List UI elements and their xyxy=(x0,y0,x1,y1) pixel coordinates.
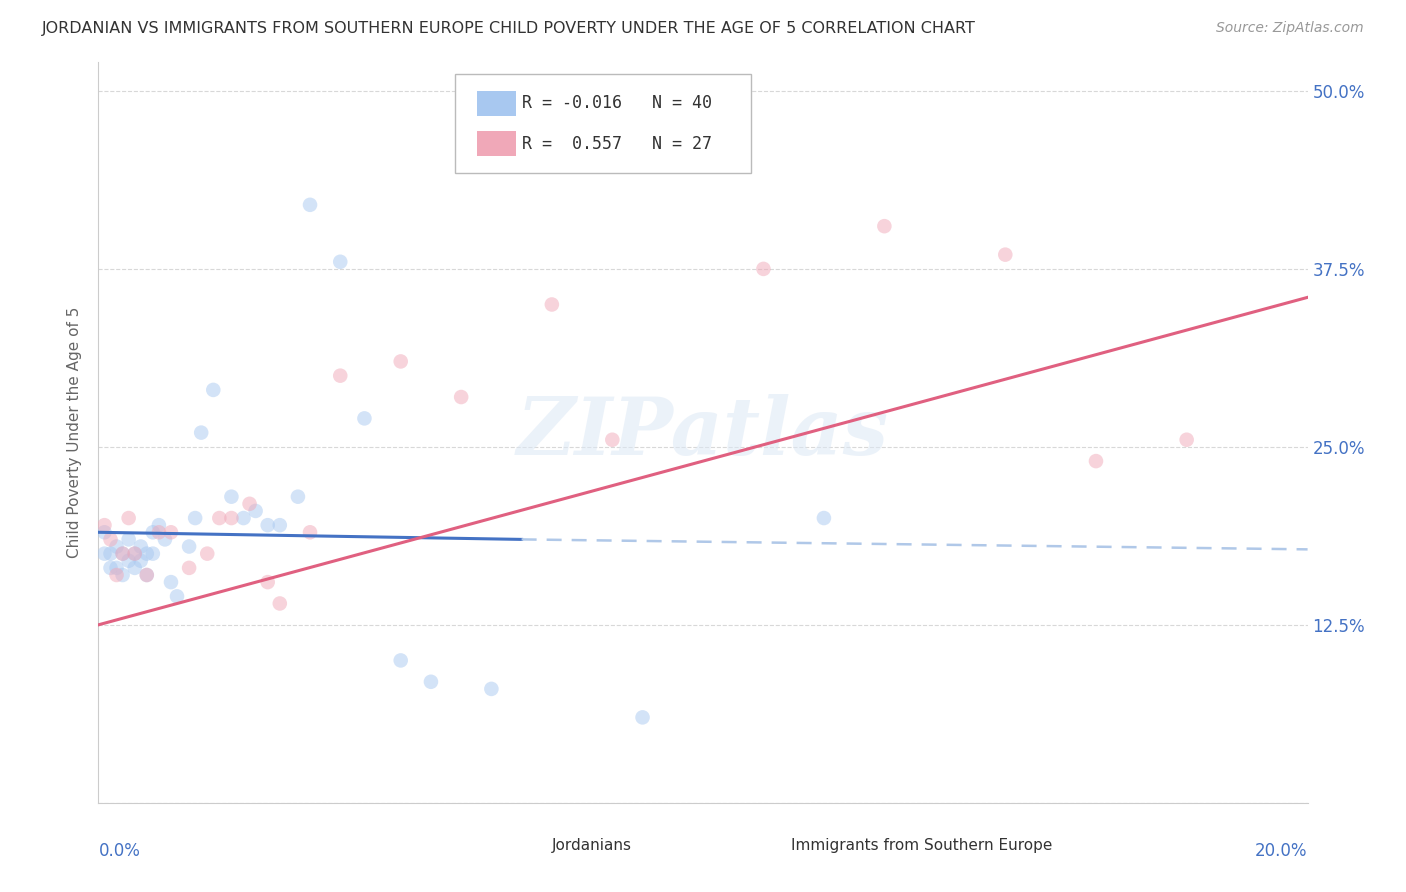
FancyBboxPatch shape xyxy=(477,91,516,116)
Point xyxy=(118,511,141,525)
Point xyxy=(93,547,115,561)
Point xyxy=(105,568,128,582)
Text: Source: ZipAtlas.com: Source: ZipAtlas.com xyxy=(1216,21,1364,35)
Text: R = -0.016   N = 40: R = -0.016 N = 40 xyxy=(522,95,711,112)
Point xyxy=(124,561,146,575)
Point xyxy=(160,525,183,540)
Point xyxy=(208,511,231,525)
Point xyxy=(450,390,472,404)
Point xyxy=(269,518,291,533)
Point xyxy=(93,518,115,533)
Point xyxy=(1085,454,1108,468)
Point xyxy=(256,518,278,533)
Point xyxy=(179,561,201,575)
Point xyxy=(540,297,562,311)
FancyBboxPatch shape xyxy=(516,826,547,845)
Point xyxy=(239,497,262,511)
Point xyxy=(105,540,128,554)
Y-axis label: Child Poverty Under the Age of 5: Child Poverty Under the Age of 5 xyxy=(67,307,83,558)
Point xyxy=(160,575,183,590)
Point xyxy=(148,525,170,540)
Point xyxy=(287,490,309,504)
Point xyxy=(142,547,165,561)
Point xyxy=(631,710,654,724)
Point xyxy=(111,547,134,561)
Point xyxy=(129,540,152,554)
FancyBboxPatch shape xyxy=(477,131,516,156)
Point xyxy=(420,674,443,689)
Point xyxy=(299,525,322,540)
Point xyxy=(221,511,243,525)
Point xyxy=(166,590,188,604)
Point xyxy=(135,568,157,582)
Point xyxy=(353,411,375,425)
Point xyxy=(389,653,412,667)
FancyBboxPatch shape xyxy=(456,73,751,173)
Point xyxy=(111,547,134,561)
Point xyxy=(602,433,624,447)
Point xyxy=(118,554,141,568)
Text: 0.0%: 0.0% xyxy=(98,842,141,860)
Text: Jordanians: Jordanians xyxy=(551,838,631,854)
Point xyxy=(389,354,412,368)
Point xyxy=(129,554,152,568)
Text: ZIPatlas: ZIPatlas xyxy=(517,394,889,471)
Point xyxy=(100,533,122,547)
FancyBboxPatch shape xyxy=(755,826,786,845)
Point xyxy=(179,540,201,554)
Point xyxy=(100,561,122,575)
Point xyxy=(93,525,115,540)
Point xyxy=(232,511,254,525)
Point xyxy=(135,568,157,582)
Point xyxy=(873,219,896,234)
Text: 20.0%: 20.0% xyxy=(1256,842,1308,860)
Point xyxy=(111,568,134,582)
Text: Immigrants from Southern Europe: Immigrants from Southern Europe xyxy=(792,838,1053,854)
Point xyxy=(256,575,278,590)
Point xyxy=(813,511,835,525)
Point xyxy=(148,518,170,533)
Point xyxy=(202,383,225,397)
Point xyxy=(269,597,291,611)
Point xyxy=(100,547,122,561)
Point xyxy=(329,368,352,383)
Point xyxy=(184,511,207,525)
Point xyxy=(124,547,146,561)
Point xyxy=(142,525,165,540)
Point xyxy=(153,533,176,547)
Point xyxy=(481,681,503,696)
Point xyxy=(195,547,218,561)
Text: R =  0.557   N = 27: R = 0.557 N = 27 xyxy=(522,135,711,153)
Point xyxy=(190,425,212,440)
Point xyxy=(994,247,1017,261)
Point xyxy=(124,547,146,561)
Point xyxy=(135,547,157,561)
Point xyxy=(1175,433,1198,447)
Point xyxy=(105,561,128,575)
Point xyxy=(118,533,141,547)
Point xyxy=(752,261,775,276)
Point xyxy=(299,198,322,212)
Point xyxy=(245,504,267,518)
Text: JORDANIAN VS IMMIGRANTS FROM SOUTHERN EUROPE CHILD POVERTY UNDER THE AGE OF 5 CO: JORDANIAN VS IMMIGRANTS FROM SOUTHERN EU… xyxy=(42,21,976,36)
Point xyxy=(329,254,352,268)
Point xyxy=(221,490,243,504)
